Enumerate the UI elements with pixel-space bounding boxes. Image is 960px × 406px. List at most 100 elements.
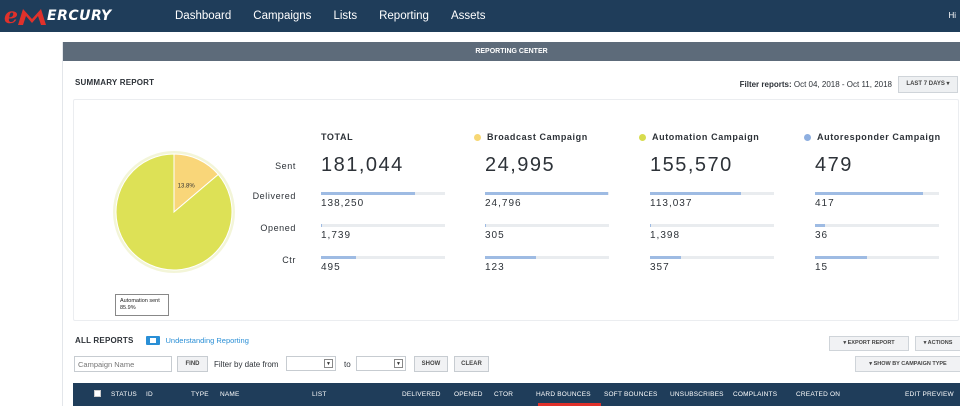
nav-assets[interactable]: Assets	[450, 10, 486, 22]
bar-fill	[321, 192, 415, 195]
emercury-logo[interactable]: e ERCURY	[4, 5, 112, 27]
chevron-down-icon: ▼	[394, 359, 403, 368]
col-head-total: TOTAL	[321, 132, 353, 142]
nav-campaigns[interactable]: Campaigns	[253, 10, 312, 22]
sort-indicator	[538, 403, 601, 406]
col-head-automation: Automation Campaign	[639, 132, 759, 142]
opened-automation: 1,398	[650, 230, 681, 241]
sent-broadcast: 24,995	[485, 154, 556, 176]
th-ctor[interactable]: CTOR	[494, 391, 514, 398]
sent-total: 181,044	[321, 154, 404, 176]
show-button[interactable]: SHOW	[414, 356, 448, 372]
bar-delivered-total	[321, 192, 445, 195]
delivered-broadcast: 24,796	[485, 198, 522, 209]
filter-date-label: Filter by date from	[214, 360, 279, 369]
nav-dashboard[interactable]: Dashboard	[175, 10, 232, 22]
find-button[interactable]: FIND	[177, 356, 208, 372]
th-soft-bounces[interactable]: SOFT BOUNCES	[604, 391, 658, 398]
bar-opened-automation	[650, 224, 774, 227]
th-status[interactable]: STATUS	[111, 391, 137, 398]
pie-tooltip: Automation sent 85.9%	[115, 294, 169, 316]
export-report-button[interactable]: ▾ EXPORT REPORT	[829, 336, 909, 351]
th-delivered[interactable]: DELIVERED	[402, 391, 441, 398]
actions-button[interactable]: ▾ ACTIONS	[915, 336, 960, 351]
pie-slice-1[interactable]	[115, 153, 233, 271]
tooltip-title: Automation sent	[120, 298, 160, 304]
bar-ctr-autoresponder	[815, 256, 939, 259]
col-head-autoresponder: Autoresponder Campaign	[804, 132, 941, 142]
ctr-broadcast: 123	[485, 262, 505, 273]
date-range-button[interactable]: LAST 7 DAYS ▾	[898, 76, 958, 93]
reporting-panel: REPORTING CENTER SUMMARY REPORT Filter r…	[62, 42, 960, 406]
nav-reporting[interactable]: Reporting	[379, 10, 429, 22]
col-name: TOTAL	[321, 132, 354, 142]
ctr-total: 495	[321, 262, 341, 273]
understanding-reporting-link[interactable]: Understanding Reporting	[165, 336, 249, 345]
col-name: Broadcast Campaign	[487, 132, 588, 142]
show-by-campaign-type-button[interactable]: ▾ SHOW BY CAMPAIGN TYPE	[855, 356, 960, 372]
bar-fill	[485, 256, 536, 259]
date-to-select[interactable]: ▼	[356, 356, 406, 371]
autoresponder-dot-icon	[804, 133, 811, 141]
select-all-checkbox[interactable]	[94, 390, 101, 397]
automation-dot-icon	[639, 133, 646, 141]
delivered-automation: 113,037	[650, 198, 693, 209]
tooltip-value: 85.9%	[120, 305, 136, 311]
filter-label: Filter reports:	[739, 80, 792, 89]
th-edit-preview[interactable]: EDIT PREVIEW	[905, 391, 954, 398]
summary-card: 13.8% Automation sent 85.9% Sent Deliver…	[73, 99, 959, 321]
pie-svg: 13.8%	[113, 151, 235, 273]
top-navbar: e ERCURY Dashboard Campaigns Lists Repor…	[0, 0, 960, 32]
chevron-down-icon: ▼	[324, 359, 333, 368]
bar-fill	[321, 224, 322, 227]
th-hard-bounces[interactable]: HARD BOUNCES	[536, 391, 591, 398]
th-complaints[interactable]: COMPLAINTS	[733, 391, 778, 398]
th-name[interactable]: NAME	[220, 391, 240, 398]
th-unsubscribes[interactable]: UNSUBSCRIBES	[670, 391, 724, 398]
bar-opened-total	[321, 224, 445, 227]
opened-broadcast: 305	[485, 230, 505, 241]
broadcast-dot-icon	[474, 133, 481, 141]
logo-text: ERCURY	[47, 8, 112, 24]
bar-fill	[650, 224, 651, 227]
campaign-name-search-input[interactable]	[74, 356, 172, 372]
col-head-broadcast: Broadcast Campaign	[474, 132, 588, 142]
bar-ctr-total	[321, 256, 445, 259]
bar-ctr-automation	[650, 256, 774, 259]
date-from-select[interactable]: ▼	[286, 356, 336, 371]
bar-fill	[815, 192, 923, 195]
filter-reports: Filter reports: Oct 04, 2018 - Oct 11, 2…	[740, 80, 892, 89]
row-label-ctr: Ctr	[282, 255, 296, 265]
bar-fill	[650, 192, 741, 195]
nav-lists[interactable]: Lists	[333, 10, 358, 22]
user-greeting[interactable]: Hi	[948, 11, 956, 20]
bar-fill	[321, 256, 356, 259]
clear-button[interactable]: CLEAR	[454, 356, 489, 372]
th-id[interactable]: ID	[146, 391, 153, 398]
th-opened[interactable]: OPENED	[454, 391, 483, 398]
reports-table-header: STATUS ID TYPE NAME LIST DELIVERED OPENE…	[73, 383, 960, 406]
to-label: to	[344, 360, 351, 369]
col-name: Automation Campaign	[652, 132, 760, 142]
video-icon[interactable]	[145, 336, 160, 345]
ctr-automation: 357	[650, 262, 670, 273]
sent-automation: 155,570	[650, 154, 733, 176]
all-reports-header: ALL REPORTS Understanding Reporting	[75, 336, 249, 345]
filter-range: Oct 04, 2018 - Oct 11, 2018	[793, 80, 892, 89]
pie-slice-label: 13.8%	[178, 184, 196, 190]
logo-e: e	[4, 3, 18, 29]
bar-delivered-autoresponder	[815, 192, 939, 195]
bar-opened-broadcast	[485, 224, 609, 227]
bar-delivered-automation	[650, 192, 774, 195]
opened-total: 1,739	[321, 230, 352, 241]
th-created-on[interactable]: CREATED ON	[796, 391, 841, 398]
bar-fill	[650, 256, 681, 259]
th-type[interactable]: TYPE	[191, 391, 209, 398]
logo-m-icon	[18, 9, 46, 25]
opened-autoresponder: 36	[815, 230, 829, 241]
ctr-autoresponder: 15	[815, 262, 829, 273]
sent-pie-chart: 13.8%	[108, 146, 240, 278]
th-list[interactable]: LIST	[312, 391, 327, 398]
bar-fill	[815, 224, 825, 227]
row-label-sent: Sent	[275, 161, 296, 171]
